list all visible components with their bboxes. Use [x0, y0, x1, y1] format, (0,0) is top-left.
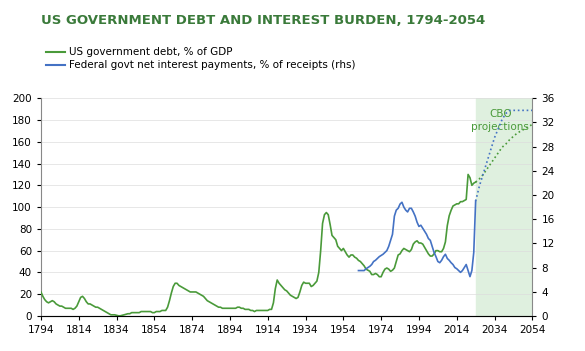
Text: US GOVERNMENT DEBT AND INTEREST BURDEN, 1794-2054: US GOVERNMENT DEBT AND INTEREST BURDEN, … — [41, 14, 485, 27]
Bar — [476, 98, 532, 316]
Legend: US government debt, % of GDP, Federal govt net interest payments, % of receipts : US government debt, % of GDP, Federal go… — [46, 47, 356, 71]
Text: CBO
projections: CBO projections — [472, 109, 529, 132]
